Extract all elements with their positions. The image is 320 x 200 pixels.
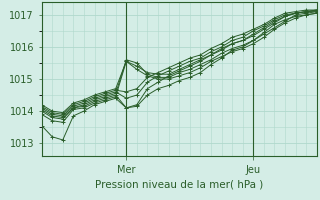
X-axis label: Pression niveau de la mer( hPa ): Pression niveau de la mer( hPa )	[95, 179, 263, 189]
